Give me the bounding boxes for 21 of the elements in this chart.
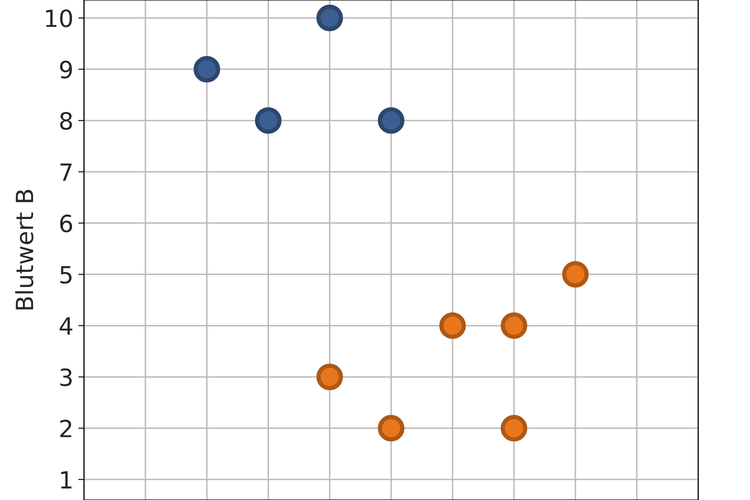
y-tick-label: 2 <box>60 420 72 438</box>
y-tick-label: 7 <box>60 164 72 181</box>
y-tick-label: 10 <box>46 9 72 28</box>
point <box>194 56 220 83</box>
point <box>378 414 404 442</box>
point <box>439 312 466 339</box>
y-tick-label: 8 <box>60 112 72 130</box>
point <box>316 4 343 32</box>
point <box>500 414 528 442</box>
y-tick-label: 3 <box>60 368 72 386</box>
point <box>378 107 404 134</box>
y-tick-label: 9 <box>60 60 72 79</box>
y-tick-label: 4 <box>60 317 72 335</box>
point <box>562 261 589 288</box>
y-tick-label: 1 <box>61 471 72 488</box>
y-tick-label: 5 <box>60 266 72 284</box>
point <box>316 364 343 390</box>
point <box>254 107 282 134</box>
y-axis-title: Blutwert B <box>15 190 34 310</box>
y-tick-label: 6 <box>60 214 72 232</box>
point <box>500 312 528 339</box>
